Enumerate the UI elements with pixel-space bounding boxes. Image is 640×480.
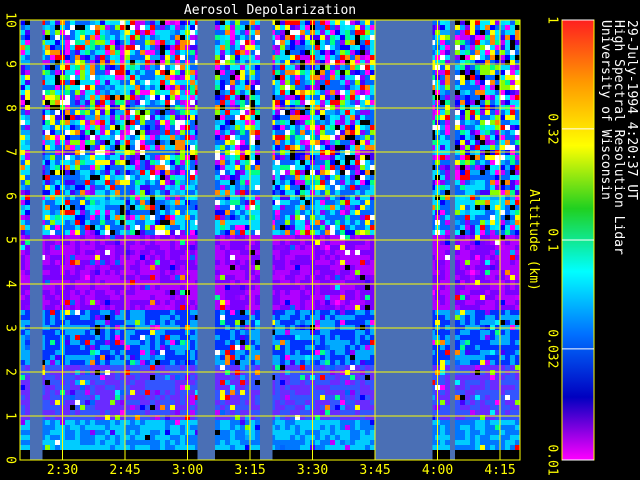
colorbar-tick-label: 0.1 <box>545 228 560 251</box>
x-tick-label: 3:45 <box>359 463 390 478</box>
y-tick-label: 1 <box>3 412 18 420</box>
colorbar-ticks: 1 0.32 0.1 0.032 0.01 <box>545 16 594 476</box>
chart-title: Aerosol Depolarization <box>184 3 356 18</box>
y-tick-label: 2 <box>3 368 18 376</box>
y-axis-ticks: 0 1 2 3 4 5 6 7 8 9 10 <box>3 12 18 464</box>
colorbar-tick-label: 0.032 <box>545 329 560 368</box>
annotation-line: High Spectral Resolution Lidar <box>611 20 626 255</box>
y-tick-label: 10 <box>3 12 18 28</box>
annotation-line: 29-July-1994 4:20:37 UT <box>624 20 639 200</box>
y-tick-label: 6 <box>3 192 18 200</box>
x-tick-label: 3:15 <box>234 463 265 478</box>
y-tick-label: 8 <box>3 104 18 112</box>
x-tick-label: 4:00 <box>422 463 453 478</box>
y-tick-label: 9 <box>3 60 18 68</box>
x-tick-label: 2:30 <box>47 463 78 478</box>
y-tick-label: 5 <box>3 236 18 244</box>
colorbar-tick-label: 1 <box>545 16 560 24</box>
x-tick-label: 3:00 <box>172 463 203 478</box>
y-tick-label: 4 <box>3 280 18 288</box>
y-tick-label: 7 <box>3 148 18 156</box>
x-tick-label: 4:15 <box>484 463 515 478</box>
y-tick-label: 3 <box>3 324 18 332</box>
grid <box>19 19 521 461</box>
x-tick-label: 2:45 <box>109 463 140 478</box>
x-tick-label: 3:30 <box>297 463 328 478</box>
y-tick-label: 0 <box>3 456 18 464</box>
colorbar-tick-label: 0.01 <box>545 444 560 475</box>
x-axis-ticks: 2:30 2:45 3:00 3:15 3:30 3:45 4:00 4:15 <box>47 463 516 478</box>
colorbar-tick-label: 0.32 <box>545 113 560 144</box>
y-axis-label: Altitude (km) <box>526 189 541 291</box>
annotation-line: University of Wisconsin <box>598 20 613 200</box>
